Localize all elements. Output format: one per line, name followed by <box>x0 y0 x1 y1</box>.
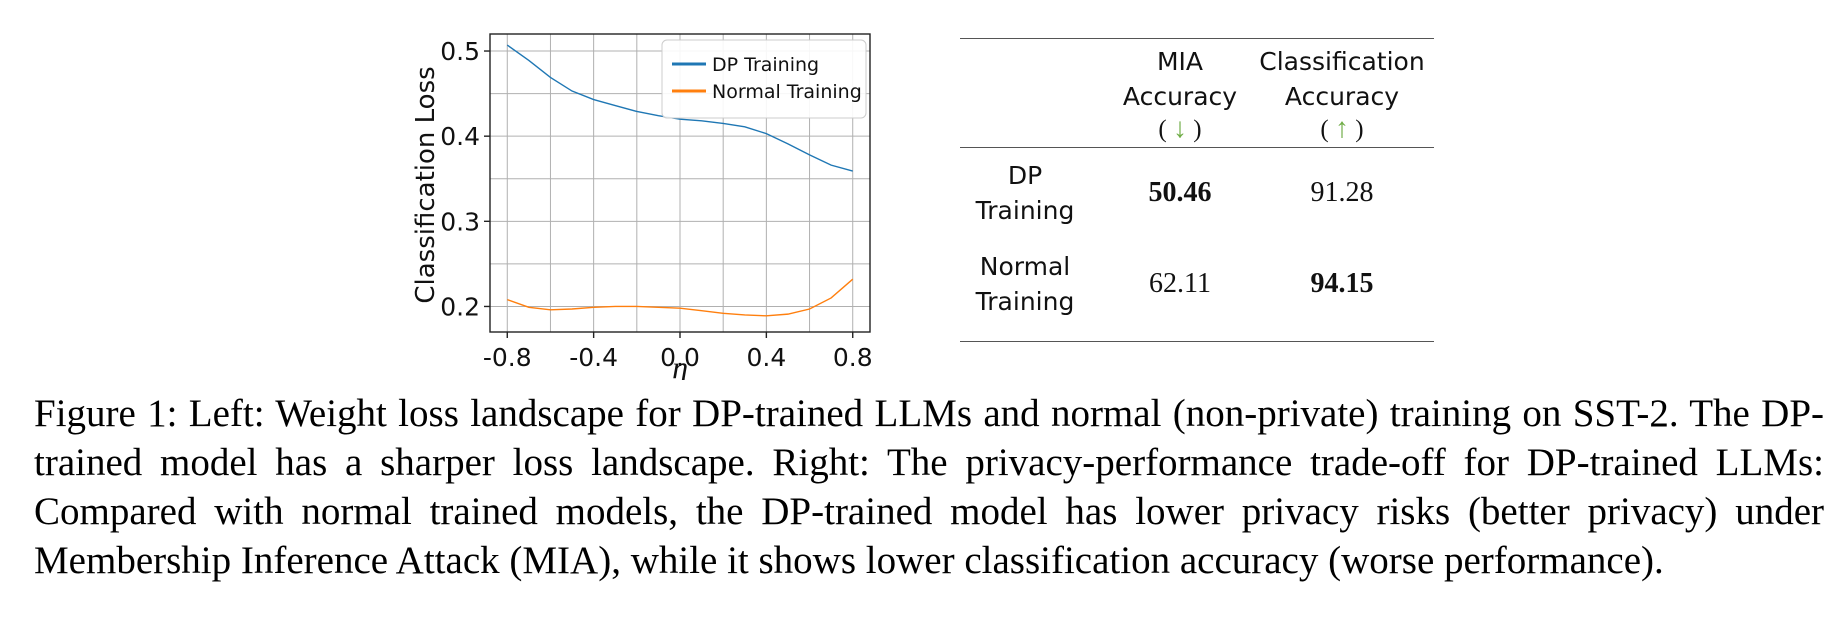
chart-ticks: -0.8 -0.4 0.0 0.4 0.8 0.2 0.3 0.4 0.5 <box>440 37 872 372</box>
row-label-line2: Training <box>975 287 1075 316</box>
y-tick-label: 0.5 <box>440 37 480 66</box>
row-label-normal: Normal Training <box>960 249 1090 319</box>
table-top-rule <box>960 38 1434 39</box>
header-cls-direction: ( ↑ ) <box>1252 114 1432 145</box>
cell-normal-cls: 94.15 <box>1310 268 1374 299</box>
row-label-dp: DP Training <box>960 158 1090 228</box>
arrow-down-icon: ↓ <box>1173 113 1187 144</box>
legend-box <box>661 39 867 119</box>
series-line-dp-training <box>506 44 853 172</box>
arrow-up-icon: ↑ <box>1335 113 1349 144</box>
chart-series <box>506 44 854 317</box>
cell-dp-mia: 50.46 <box>1148 177 1212 208</box>
paren-open: ( <box>1320 116 1329 143</box>
header-cls-line1: Classification <box>1259 47 1425 76</box>
header-mia-line2: Accuracy <box>1122 82 1238 111</box>
legend-label-normal: Normal Training <box>712 81 862 103</box>
header-mia-direction: ( ↓ ) <box>1110 114 1250 145</box>
x-tick-label: -0.8 <box>483 343 532 372</box>
x-tick-label: -0.4 <box>569 343 618 372</box>
row-label-line1: DP <box>1007 161 1043 190</box>
header-mia-line1: MIA <box>1156 47 1204 76</box>
header-cls-line2: Accuracy <box>1284 82 1400 111</box>
loss-landscape-chart: -0.8 -0.4 0.0 0.4 0.8 0.2 0.3 0.4 0.5 DP Trainin… <box>411 33 873 380</box>
cell-normal-mia: 62.11 <box>1149 268 1211 299</box>
table-bottom-rule <box>960 341 1434 342</box>
x-tick-label: 0.0 <box>660 343 700 372</box>
y-tick-label: 0.3 <box>440 207 480 236</box>
paren-close: ) <box>1355 116 1364 143</box>
series-line-normal-training <box>507 278 854 317</box>
x-tick-label: 0.4 <box>746 343 786 372</box>
legend-label-dp: DP Training <box>712 54 819 76</box>
y-tick-label: 0.4 <box>440 122 480 151</box>
paren-open: ( <box>1158 116 1167 143</box>
figure-caption: Figure 1: Left: Weight loss landscape fo… <box>34 392 1824 582</box>
cell-dp-cls: 91.28 <box>1310 177 1374 208</box>
chart-legend: DP Training Normal Training <box>661 39 867 119</box>
y-axis-label: Classification Loss <box>411 66 441 303</box>
x-tick-label: 0.8 <box>833 343 873 372</box>
y-tick-label: 0.2 <box>440 292 480 321</box>
table-header-rule <box>960 147 1434 148</box>
header-classification: Classification Accuracy ( ↑ ) <box>1252 44 1432 145</box>
x-axis-label: η <box>672 349 688 380</box>
row-label-line2: Training <box>975 196 1075 225</box>
header-mia: MIA Accuracy ( ↓ ) <box>1110 44 1250 145</box>
paren-close: ) <box>1193 116 1202 143</box>
row-label-line1: Normal <box>979 252 1071 281</box>
